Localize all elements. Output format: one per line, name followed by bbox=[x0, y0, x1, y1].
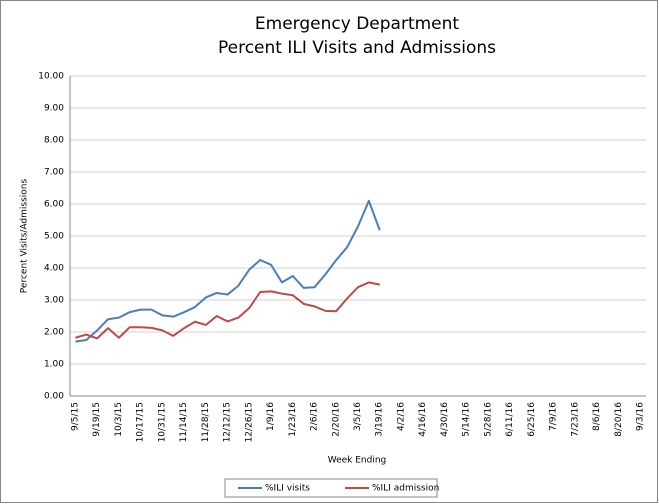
series-line bbox=[75, 281, 380, 340]
x-tick-label: 1/9/16 bbox=[266, 402, 276, 431]
x-axis-title: Week Ending bbox=[328, 456, 387, 466]
x-tick-label: 7/23/16 bbox=[570, 402, 580, 437]
y-tick-label: 4.00 bbox=[44, 264, 64, 274]
y-tick-label: 1.00 bbox=[44, 360, 64, 370]
y-tick-label: 0.00 bbox=[44, 392, 64, 402]
x-tick-label: 11/28/15 bbox=[201, 402, 211, 442]
chart-subtitle: Percent ILI Visits and Admissions bbox=[218, 38, 496, 58]
x-tick-label: 5/28/16 bbox=[483, 402, 493, 437]
x-tick-label: 10/31/15 bbox=[157, 402, 167, 442]
x-tick-label: 5/14/16 bbox=[462, 402, 472, 437]
y-axis-title: Percent Visits/Admissions bbox=[20, 179, 30, 294]
x-tick-label: 8/20/16 bbox=[614, 402, 624, 437]
y-tick-label: 6.00 bbox=[44, 200, 64, 210]
x-tick-label: 9/5/15 bbox=[70, 402, 80, 431]
x-tick-label: 9/19/15 bbox=[92, 402, 102, 437]
x-tick-label: 4/30/16 bbox=[440, 402, 450, 437]
y-tick-label: 9.00 bbox=[44, 104, 64, 114]
x-tick-label: 8/6/16 bbox=[592, 402, 602, 431]
x-tick-label: 10/3/15 bbox=[114, 402, 124, 437]
legend-label: %ILI admission bbox=[372, 484, 439, 494]
y-tick-label: 7.00 bbox=[44, 168, 64, 178]
x-tick-label: 6/25/16 bbox=[527, 402, 537, 437]
x-tick-label: 2/6/16 bbox=[310, 402, 320, 431]
x-tick-label: 11/14/15 bbox=[179, 402, 189, 442]
y-tick-label: 5.00 bbox=[44, 232, 64, 242]
x-tick-label: 3/5/16 bbox=[353, 402, 363, 431]
chart-title: Emergency Department bbox=[255, 14, 459, 34]
x-tick-label: 2/20/16 bbox=[331, 402, 341, 437]
y-tick-label: 2.00 bbox=[44, 328, 64, 338]
x-tick-label: 6/11/16 bbox=[505, 402, 515, 437]
x-tick-label: 3/19/16 bbox=[375, 402, 385, 437]
x-tick-label: 4/2/16 bbox=[396, 402, 406, 431]
x-tick-label: 4/16/16 bbox=[418, 402, 428, 437]
x-tick-label: 7/9/16 bbox=[549, 402, 559, 431]
y-tick-label: 8.00 bbox=[44, 136, 64, 146]
legend-label: %ILI visits bbox=[265, 484, 310, 494]
x-tick-label: 10/17/15 bbox=[136, 402, 146, 442]
x-tick-label: 12/12/15 bbox=[223, 402, 233, 442]
x-tick-label: 1/23/16 bbox=[288, 402, 298, 437]
legend bbox=[224, 478, 438, 498]
y-tick-label: 3.00 bbox=[44, 296, 64, 306]
x-tick-label: 9/3/16 bbox=[636, 402, 646, 431]
y-tick-label: 10.00 bbox=[38, 72, 64, 82]
series-line bbox=[75, 199, 381, 343]
x-tick-label: 12/26/15 bbox=[244, 402, 254, 442]
